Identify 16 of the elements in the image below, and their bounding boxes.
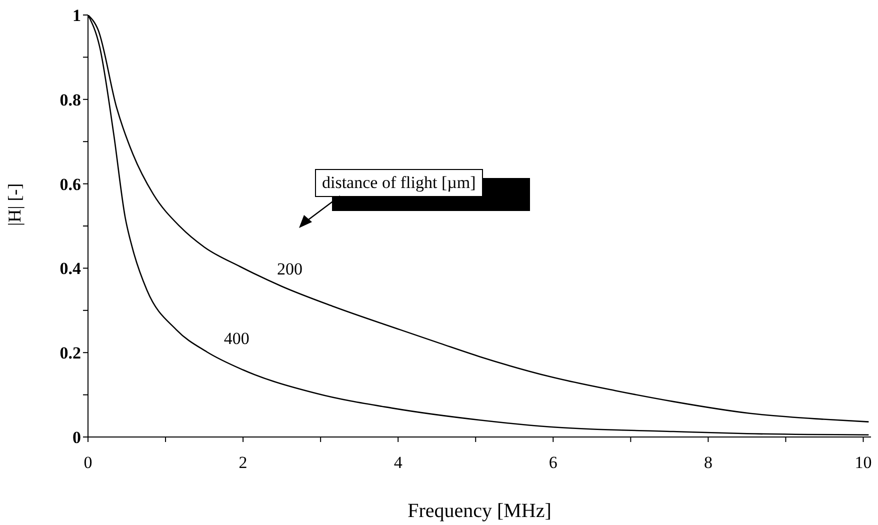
annotation: distance of flight [µm]	[315, 169, 483, 197]
x-axis-title: Frequency [MHz]	[408, 500, 552, 522]
series-label: 200	[277, 259, 303, 278]
y-axis-title: |H| [-]	[4, 183, 24, 226]
x-tick-label: 8	[704, 453, 712, 472]
y-tick-label: 0.2	[60, 344, 81, 363]
x-tick-label: 6	[548, 453, 558, 472]
y-tick-label: 0.6	[60, 174, 81, 194]
x-tick-label: 10	[854, 453, 872, 472]
y-tick-label: 0.8	[60, 90, 81, 110]
y-tick-label: 0.4	[60, 259, 82, 278]
y-tick-label: 0	[72, 428, 81, 448]
series-label: 400	[224, 328, 250, 348]
x-tick-label: 4	[394, 453, 403, 472]
x-tick-label: 2	[238, 453, 248, 472]
y-tick-label: 1	[72, 6, 81, 26]
